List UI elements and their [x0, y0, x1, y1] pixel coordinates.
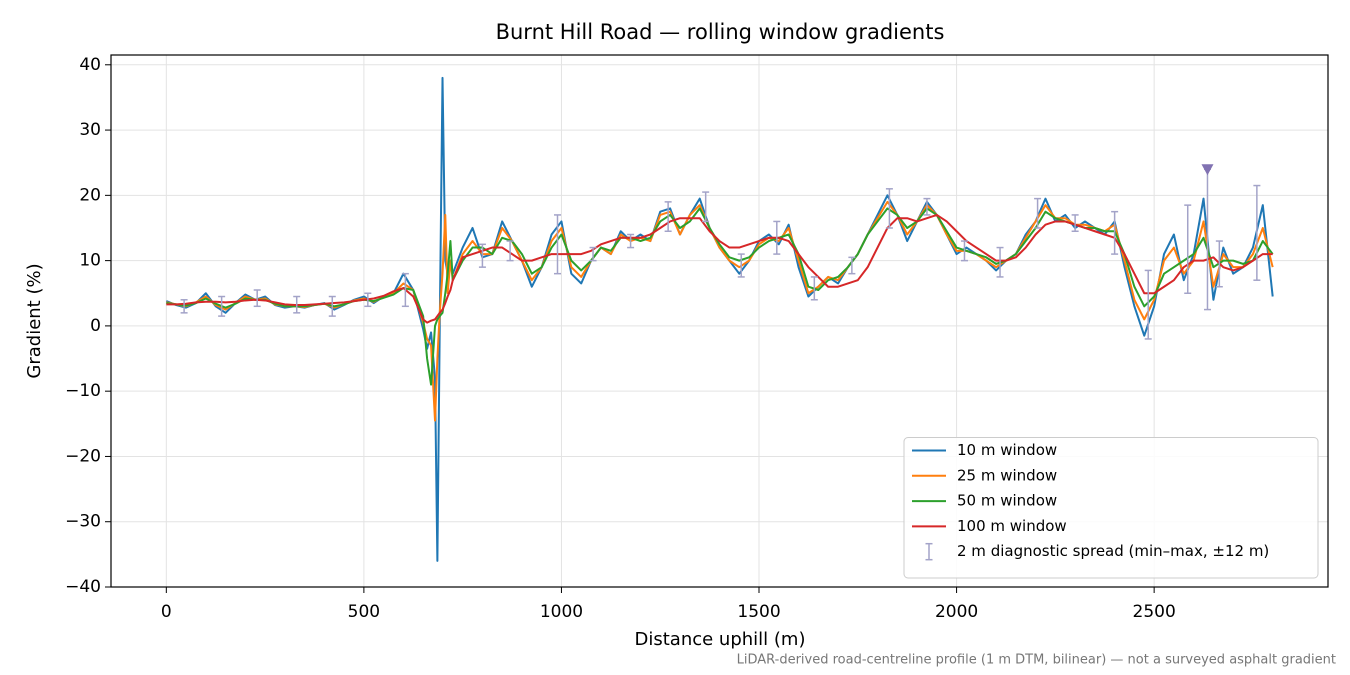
legend-label: 2 m diagnostic spread (min–max, ±12 m) [957, 542, 1269, 560]
error-bar [253, 289, 261, 308]
error-bar [848, 256, 856, 275]
axes-frame [110, 54, 1329, 588]
error-bar [478, 243, 486, 268]
y-tick-label: −20 [65, 446, 101, 466]
plot-area [165, 76, 1274, 562]
error-bar [401, 272, 409, 308]
error-bar [960, 240, 968, 262]
error-bar [627, 233, 635, 249]
y-tick-label: 30 [79, 120, 101, 140]
y-tick-label: −30 [65, 512, 101, 532]
line-series [166, 213, 1273, 324]
error-bar [1071, 214, 1079, 232]
y-tick-label: −10 [65, 381, 101, 401]
legend-label: 10 m window [957, 441, 1057, 459]
x-tick-label: 2000 [935, 602, 978, 622]
error-bar [328, 295, 336, 317]
y-tick-label: 0 [90, 316, 101, 336]
error-bar [1111, 210, 1119, 255]
chart-title: Burnt Hill Road — rolling window gradien… [496, 20, 945, 44]
legend-box [903, 437, 1319, 579]
legend-label: 100 m window [957, 517, 1067, 535]
legend-label: 50 m window [957, 492, 1057, 510]
error-bar [589, 246, 597, 262]
error-bar [810, 276, 818, 301]
error-bar [1034, 197, 1042, 229]
error-bar [702, 191, 710, 223]
legend-swatch [925, 542, 933, 561]
x-tick-label: 0 [161, 602, 172, 622]
error-bar [664, 201, 672, 232]
x-tick-label: 500 [348, 602, 380, 622]
error-bar [885, 188, 893, 229]
error-bar [364, 292, 372, 308]
error-bar [506, 240, 514, 262]
y-tick-label: −40 [65, 577, 101, 597]
x-tick-label: 1500 [737, 602, 780, 622]
y-tick-label: 20 [79, 185, 101, 205]
x-tick-label: 1000 [540, 602, 583, 622]
error-bar [180, 299, 188, 314]
footnote: LiDAR-derived road-centreline profile (1… [737, 653, 1336, 668]
error-bar [1253, 184, 1261, 281]
error-bar [293, 295, 301, 314]
x-axis-label: Distance uphill (m) [635, 629, 806, 650]
error-bar [218, 295, 226, 317]
error-bar [553, 214, 561, 275]
marker [1201, 164, 1214, 176]
error-bar [737, 253, 745, 278]
error-bar [996, 246, 1004, 278]
error-bar [773, 220, 781, 255]
legend-label: 25 m window [957, 466, 1057, 484]
error-bar [923, 197, 931, 216]
x-tick-label: 2500 [1133, 602, 1176, 622]
y-tick-label: 40 [79, 55, 101, 75]
error-bar [1215, 240, 1223, 288]
y-tick-label: 10 [79, 251, 101, 271]
y-axis-label: Gradient (%) [24, 263, 45, 378]
error-bar [1184, 204, 1192, 295]
error-bar [1144, 269, 1152, 340]
